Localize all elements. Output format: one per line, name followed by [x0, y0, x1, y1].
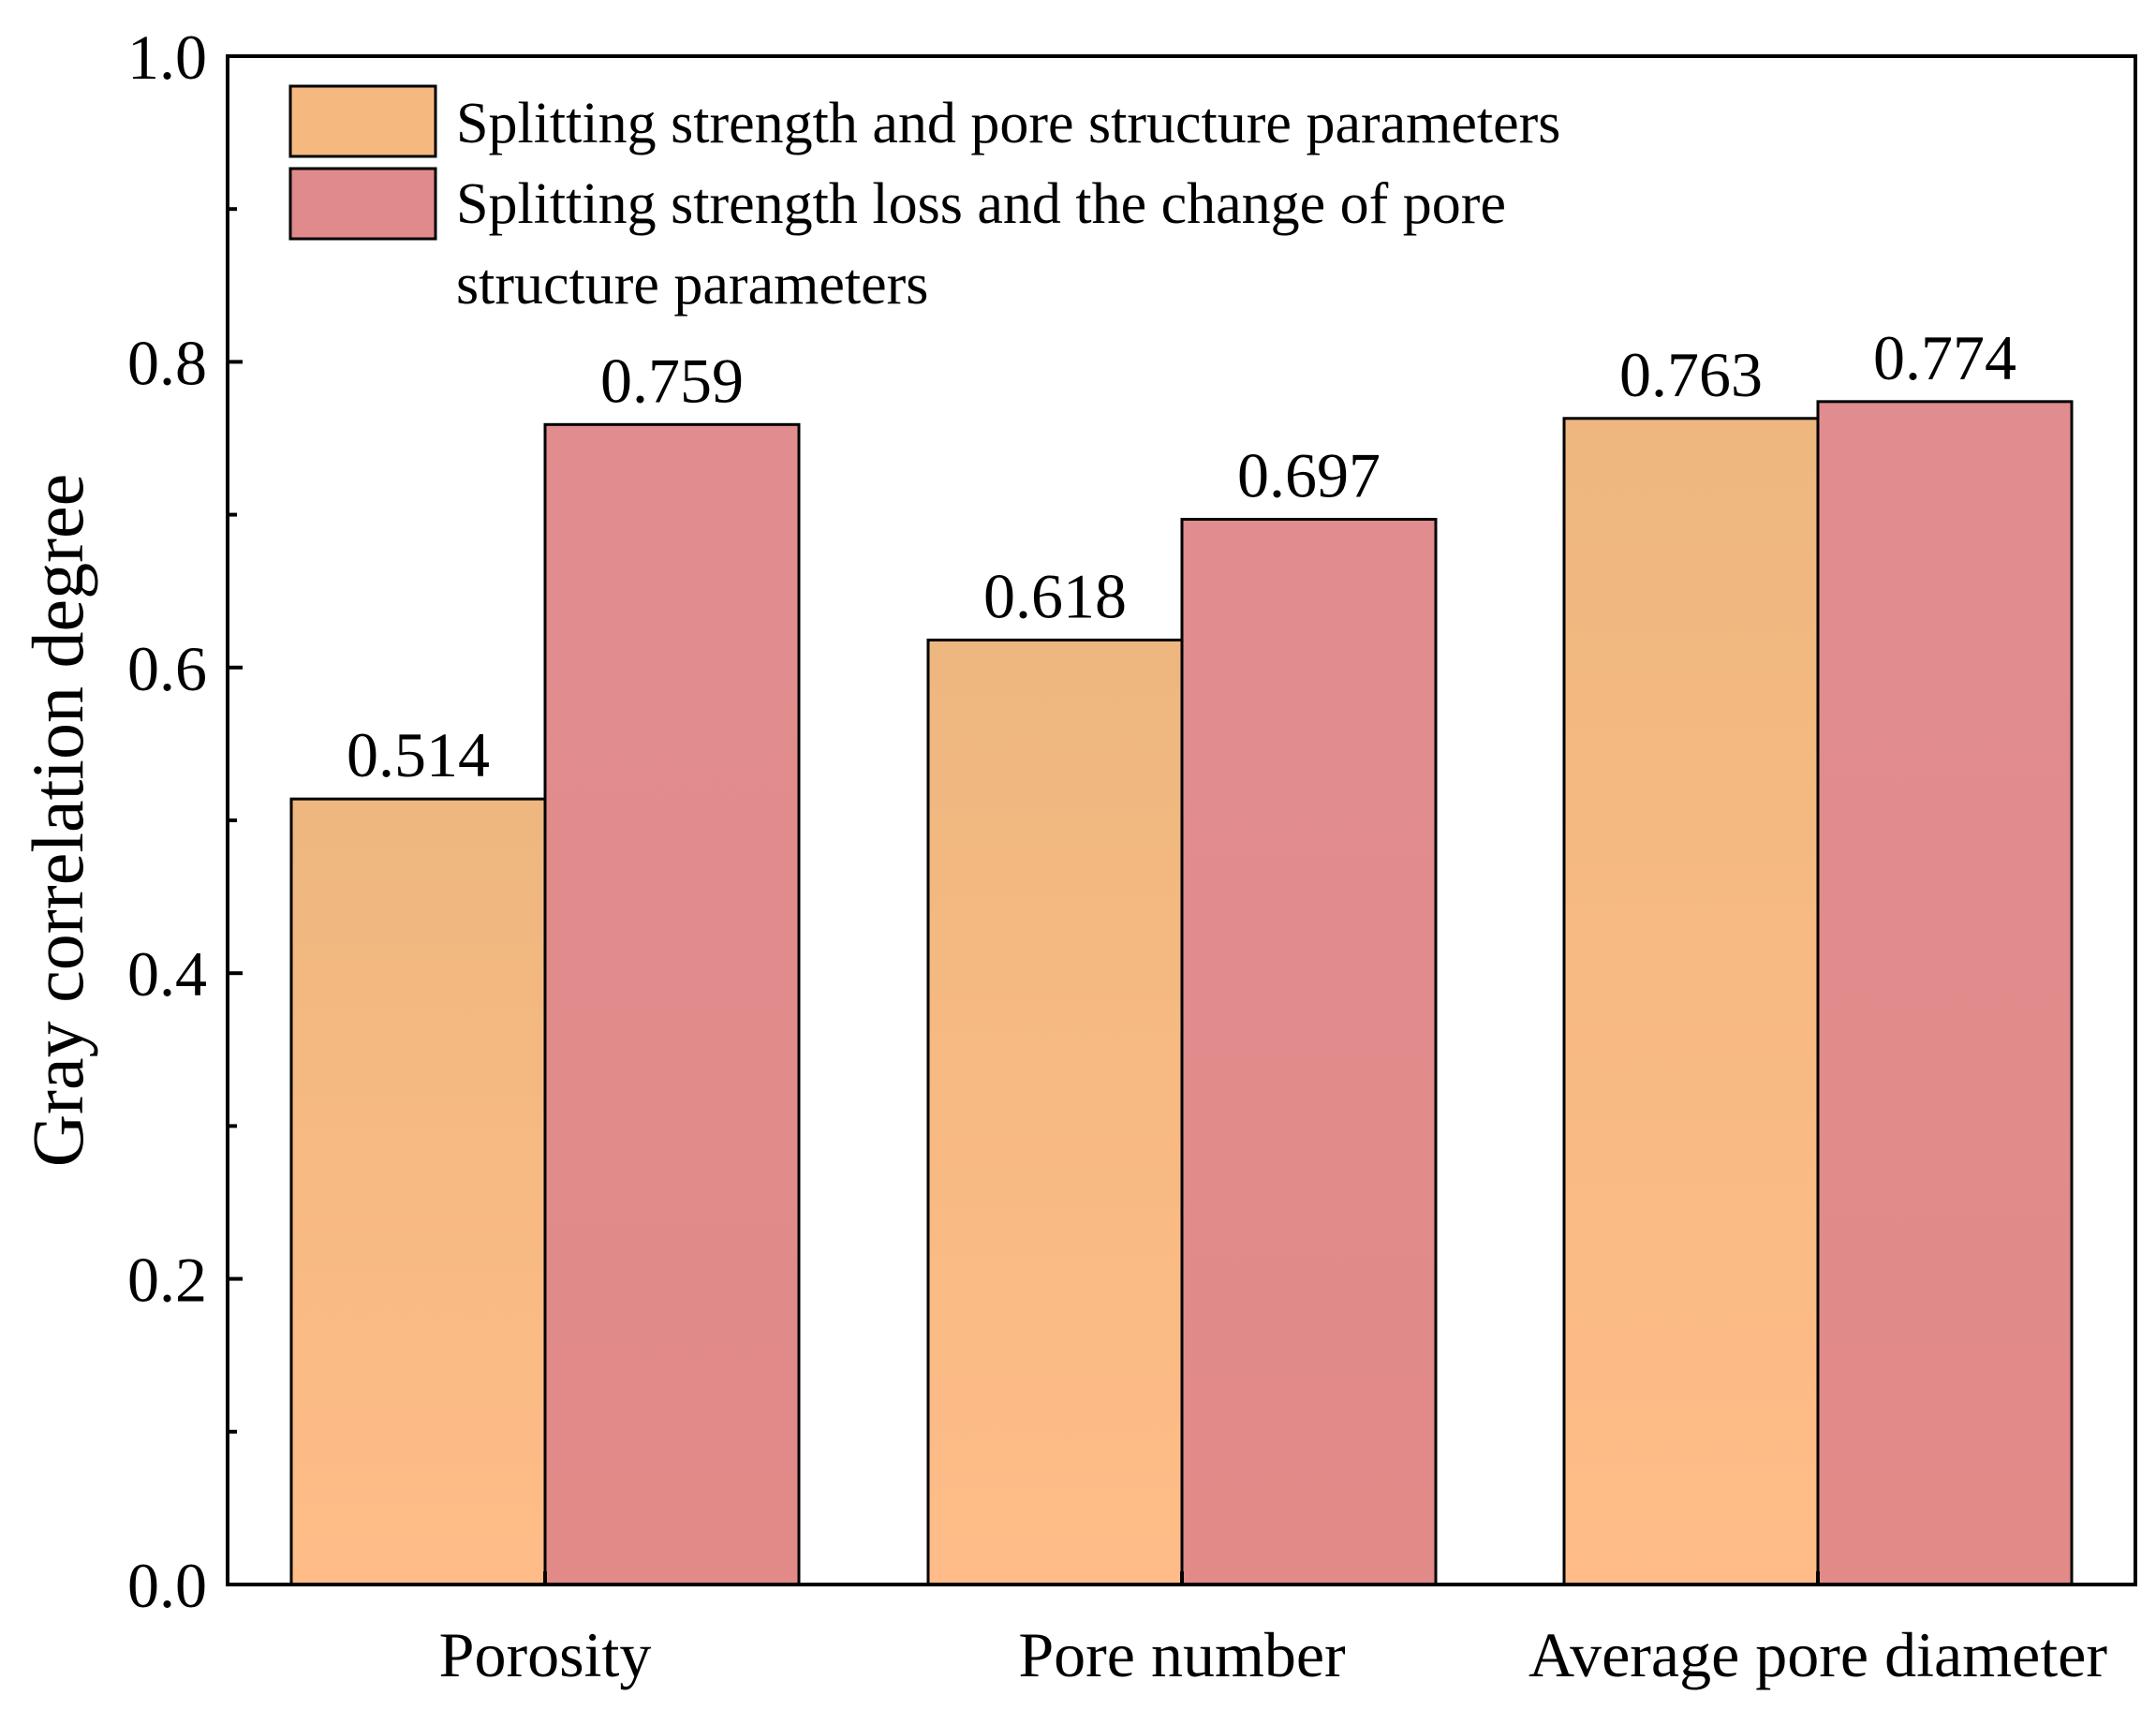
legend-label-series-2-line-1: Splitting strength loss and the change o… [456, 172, 1506, 236]
x-category-label: Pore number [1018, 1619, 1346, 1690]
y-tick-label: 1.0 [127, 22, 207, 93]
y-axis: 0.0 0.2 0.4 0.6 0.8 1.0 [127, 22, 243, 1621]
y-tick-label: 0.6 [127, 633, 207, 704]
y-tick-label: 0.4 [127, 938, 207, 1010]
value-label: 0.618 [983, 560, 1127, 631]
bars-layer [289, 400, 2074, 1586]
value-label: 0.759 [600, 345, 744, 416]
legend-label-series-2-line-2: structure parameters [456, 253, 928, 317]
legend-swatch-series-1 [288, 84, 437, 158]
y-axis-title: Gray correlation degree [17, 474, 98, 1168]
x-category-label: Porosity [439, 1619, 652, 1690]
y-tick-label: 0.0 [127, 1550, 207, 1621]
x-axis: Porosity Pore number Average pore diameter [439, 1571, 2107, 1690]
value-label: 0.774 [1873, 322, 2016, 393]
x-category-label: Average pore diameter [1528, 1619, 2107, 1690]
value-label: 0.697 [1237, 439, 1381, 510]
legend-label-series-1: Splitting strength and pore structure pa… [456, 92, 1560, 155]
value-label: 0.763 [1619, 339, 1763, 410]
y-tick-label: 0.2 [127, 1245, 207, 1316]
bar-series-2-average-pore-diameter [1816, 400, 2074, 1586]
legend-swatch-series-2 [288, 167, 437, 241]
bar-series-2-pore-number [1180, 517, 1438, 1586]
bar-series-1-average-pore-diameter [1562, 417, 1820, 1586]
bar-series-1-porosity [289, 797, 547, 1586]
y-tick-label: 0.8 [127, 327, 207, 398]
value-labels-layer: 0.514 0.759 0.618 0.697 0.763 0.774 [347, 322, 2016, 790]
bar-series-2-porosity [543, 422, 801, 1586]
bar-series-1-pore-number [926, 638, 1184, 1586]
value-label: 0.514 [347, 719, 490, 790]
legend: Splitting strength and pore structure pa… [288, 84, 1560, 317]
